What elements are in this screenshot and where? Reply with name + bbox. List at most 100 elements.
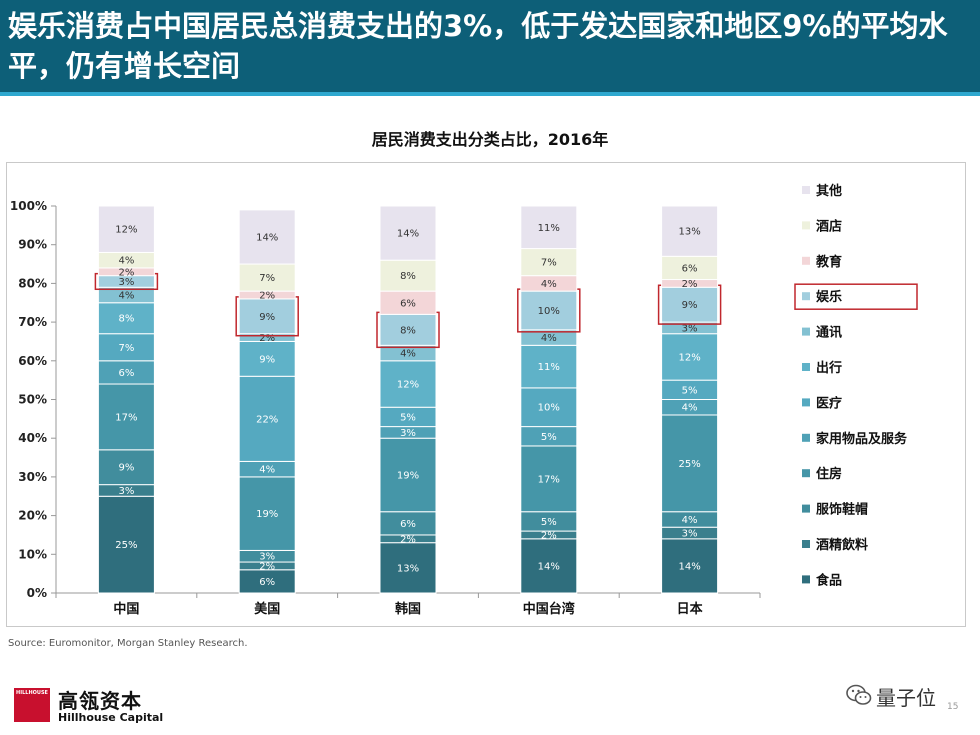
- bar-segment: [97, 302, 155, 335]
- bar-segment: [97, 205, 155, 253]
- legend-swatch: [802, 540, 810, 548]
- data-label: 4%: [541, 279, 557, 290]
- data-label: 2%: [118, 267, 134, 278]
- bar-segment: [520, 344, 578, 389]
- page-number: 15: [947, 702, 959, 712]
- legend-swatch: [802, 504, 810, 513]
- legend-label: 食品: [816, 572, 842, 588]
- data-label: 19%: [256, 509, 278, 520]
- bar-segment: [238, 298, 296, 335]
- data-label: 4%: [682, 515, 698, 526]
- data-label: 5%: [682, 385, 698, 396]
- bar-segment: [238, 209, 296, 265]
- data-label: 14%: [397, 229, 419, 240]
- x-tick-label: 韩国: [395, 601, 421, 617]
- legend-swatch: [802, 575, 810, 584]
- data-label: 4%: [118, 256, 134, 267]
- bar-segment: [238, 375, 296, 462]
- banner-accent-line: [0, 92, 980, 96]
- y-tick-label: 90%: [18, 238, 47, 252]
- bar-segment: [97, 495, 155, 594]
- bar-segment: [661, 205, 719, 257]
- legend-label: 通讯: [816, 325, 842, 341]
- bar-segment: [238, 476, 296, 551]
- data-label: 25%: [678, 459, 700, 470]
- data-label: 5%: [400, 412, 416, 423]
- legend-swatch: [802, 256, 810, 265]
- title-banner: [0, 0, 980, 92]
- data-label: 9%: [682, 300, 698, 311]
- data-label: 3%: [118, 486, 134, 497]
- data-label: 3%: [682, 529, 698, 540]
- data-label: 13%: [678, 227, 700, 238]
- data-label: 2%: [259, 333, 275, 344]
- data-label: 25%: [115, 540, 137, 551]
- data-label: 22%: [256, 414, 278, 425]
- data-label: 2%: [259, 561, 275, 572]
- data-label: 5%: [541, 432, 557, 443]
- bar-segment: [379, 205, 437, 261]
- legend-swatch: [802, 292, 810, 301]
- data-label: 5%: [541, 517, 557, 528]
- data-label: 14%: [256, 232, 278, 243]
- bar-segment: [379, 259, 437, 292]
- bar-segment: [520, 387, 578, 428]
- legend-label: 服饰鞋帽: [816, 502, 868, 518]
- data-label: 6%: [400, 298, 416, 309]
- y-tick-label: 20%: [18, 509, 47, 523]
- data-label: 7%: [118, 343, 134, 354]
- legend-label: 家用物品及服务: [816, 431, 908, 447]
- data-label: 9%: [118, 463, 134, 474]
- hillhouse-logo-icon: HILLHOUSE: [14, 688, 50, 722]
- bar-segment: [520, 538, 578, 594]
- bar-segment: [97, 449, 155, 486]
- y-tick-label: 50%: [18, 393, 47, 407]
- data-label: 8%: [400, 325, 416, 336]
- legend-label: 酒店: [816, 218, 842, 234]
- data-label: 4%: [682, 403, 698, 414]
- bar-segment: [97, 383, 155, 451]
- x-tick-label: 中国台湾: [523, 601, 575, 617]
- legend-swatch: [802, 363, 810, 371]
- legend-label: 医疗: [816, 395, 842, 411]
- bar-segment: [661, 333, 719, 381]
- data-label: 6%: [118, 368, 134, 379]
- legend-label: 住房: [816, 466, 842, 482]
- legend-label: 娱乐: [816, 289, 842, 305]
- data-label: 11%: [538, 362, 560, 373]
- data-label: 6%: [682, 263, 698, 274]
- x-tick-label: 美国: [254, 601, 280, 617]
- data-label: 17%: [115, 412, 137, 423]
- y-tick-label: 100%: [10, 199, 47, 213]
- data-label: 8%: [400, 271, 416, 282]
- data-label: 12%: [397, 380, 419, 391]
- y-tick-label: 80%: [18, 276, 47, 290]
- source-note: Source: Euromonitor, Morgan Stanley Rese…: [8, 638, 248, 649]
- data-label: 3%: [118, 277, 134, 288]
- legend-highlight-box: [794, 283, 918, 310]
- legend-swatch: [802, 469, 810, 478]
- data-label: 10%: [538, 403, 560, 414]
- y-tick-label: 0%: [27, 586, 47, 600]
- y-tick-label: 60%: [18, 354, 47, 368]
- bar-segment: [379, 360, 437, 408]
- data-label: 10%: [538, 306, 560, 317]
- data-label: 14%: [538, 561, 560, 572]
- legend-swatch: [802, 398, 810, 407]
- bar-segment: [520, 205, 578, 250]
- legend-label: 其他: [816, 183, 842, 199]
- data-label: 3%: [259, 552, 275, 563]
- company-name-cn: 高瓴资本: [58, 689, 142, 713]
- y-tick-label: 40%: [18, 431, 47, 445]
- chart-title: 居民消费支出分类占比，2016年: [371, 130, 609, 149]
- data-label: 8%: [118, 314, 134, 325]
- chart-frame: [6, 162, 966, 627]
- data-label: 12%: [678, 352, 700, 363]
- data-label: 9%: [259, 312, 275, 323]
- data-label: 6%: [400, 519, 416, 530]
- data-label: 4%: [259, 465, 275, 476]
- logo-mark-text: HILLHOUSE: [16, 690, 48, 696]
- legend-label: 酒精飲料: [816, 537, 868, 553]
- bar-segment: [661, 414, 719, 513]
- bar-segment: [238, 340, 296, 377]
